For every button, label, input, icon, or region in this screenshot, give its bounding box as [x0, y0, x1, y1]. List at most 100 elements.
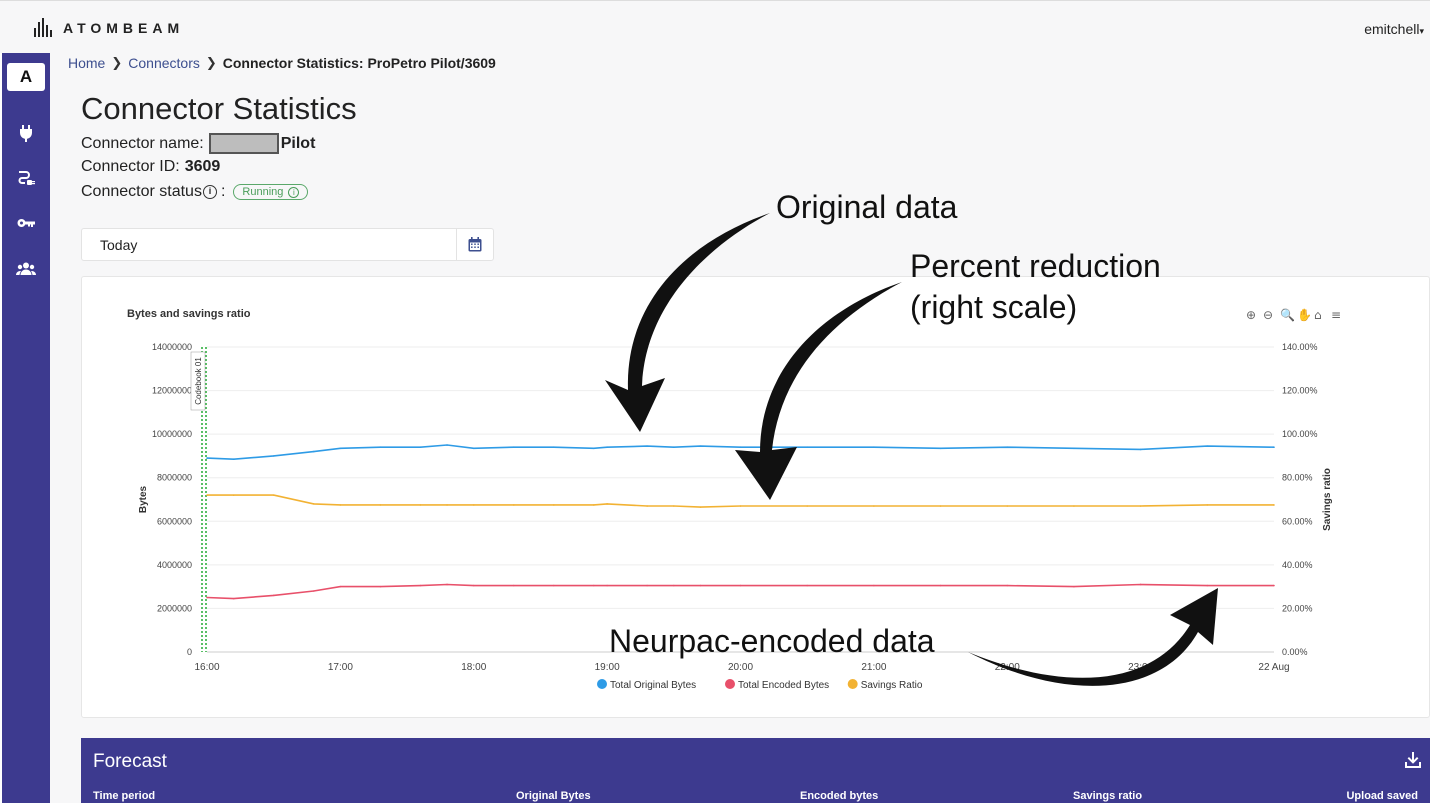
series-point [1139, 505, 1142, 507]
series-point [272, 494, 275, 496]
series-point [939, 584, 942, 587]
legend-label[interactable]: Total Encoded Bytes [738, 680, 829, 691]
zoom-in-icon[interactable]: ⊕ [1246, 308, 1256, 322]
user-menu[interactable]: emitchell▾ [1364, 21, 1424, 37]
callout-right-scale: (right scale) [910, 289, 1078, 325]
users-icon [16, 262, 36, 275]
forecast-col-encoded-bytes: Encoded bytes [800, 790, 879, 802]
y2-tick-label: 60.00% [1282, 516, 1313, 526]
pan-hand-icon[interactable]: ✋ [1297, 308, 1312, 322]
y-tick-label: 8000000 [157, 473, 192, 483]
x-tick-label: 21:00 [861, 662, 886, 673]
series-point [472, 447, 475, 450]
date-range-input[interactable] [82, 229, 457, 260]
series-point [552, 584, 555, 587]
x-tick-label: 16:00 [194, 662, 219, 673]
series-point [646, 505, 648, 507]
series-point [446, 583, 448, 586]
y2-tick-label: 100.00% [1282, 429, 1318, 439]
y2-tick-label: 40.00% [1282, 560, 1313, 570]
calendar-icon [468, 237, 482, 252]
series-point [606, 503, 608, 505]
series-point [673, 584, 675, 587]
series-point [1273, 504, 1275, 506]
menu-icon[interactable]: ≡ [1331, 308, 1341, 322]
series-point [1073, 447, 1075, 450]
series-point [312, 503, 315, 505]
breadcrumb-home[interactable]: Home [68, 55, 106, 71]
series-point [699, 584, 702, 587]
legend-marker [725, 679, 735, 689]
series-point [739, 505, 742, 507]
legend-label[interactable]: Savings Ratio [861, 680, 923, 691]
series-point [512, 504, 515, 506]
series-point [1139, 448, 1142, 451]
series-point [232, 597, 235, 600]
legend-marker [597, 679, 607, 689]
sidebar-brand[interactable]: A [7, 63, 45, 91]
series-point [446, 444, 448, 446]
status-badge: Running i [233, 184, 309, 200]
series-point [312, 450, 315, 453]
series-point [673, 505, 675, 507]
series-point [1073, 585, 1075, 588]
home-icon[interactable]: ⌂ [1314, 308, 1322, 322]
series-point [1006, 446, 1009, 449]
codebook-annotation: Codebook 01 [194, 357, 203, 405]
y2-tick-label: 140.00% [1282, 342, 1318, 352]
series-point [419, 584, 422, 587]
series-point [1273, 446, 1275, 449]
series-point [339, 447, 342, 450]
user-name: emitchell [1364, 21, 1420, 37]
series-point [592, 447, 595, 450]
x-tick-label: 22:00 [995, 662, 1020, 673]
breadcrumb: Home ❯ Connectors ❯ Connector Statistics… [68, 55, 496, 71]
info-icon[interactable]: i [288, 186, 300, 198]
sidebar-item-connectors[interactable] [14, 121, 38, 145]
main-content: Home ❯ Connectors ❯ Connector Statistics… [50, 53, 1430, 803]
breadcrumb-current: Connector Statistics: ProPetro Pilot/360… [222, 55, 496, 71]
y-tick-label: 6000000 [157, 516, 192, 526]
chart-title: Bytes and savings ratio [127, 308, 251, 320]
series-point [739, 584, 742, 587]
forecast-title: Forecast [93, 751, 167, 772]
breadcrumb-connectors[interactable]: Connectors [128, 55, 200, 71]
legend-label[interactable]: Total Original Bytes [610, 680, 696, 691]
sidebar-item-users[interactable] [14, 257, 38, 281]
series-point [272, 594, 275, 597]
sidebar: A [2, 53, 50, 803]
series-point [673, 446, 675, 449]
series-point [232, 458, 235, 460]
forecast-col-original-bytes: Original Bytes [516, 790, 591, 802]
magnify-icon[interactable]: 🔍 [1280, 307, 1295, 322]
series-point [1139, 583, 1142, 586]
x-tick-label: 23:00 [1128, 662, 1153, 673]
caret-down-icon: ▾ [1419, 26, 1424, 36]
series-point [646, 445, 648, 447]
download-icon[interactable] [1404, 751, 1422, 769]
y-tick-label: 14000000 [152, 342, 192, 352]
page-title: Connector Statistics [81, 91, 357, 126]
series-point [699, 445, 702, 447]
series-point [939, 505, 942, 507]
sidebar-item-keys[interactable] [14, 211, 38, 235]
atombeam-logo[interactable]: ATOMBEAM [33, 17, 184, 39]
connector-icon [18, 171, 35, 185]
series-point [472, 504, 475, 506]
zoom-out-icon[interactable]: ⊖ [1263, 308, 1273, 322]
series-point [646, 584, 648, 587]
info-icon[interactable]: i [202, 185, 217, 199]
series-point [699, 506, 702, 508]
sidebar-item-connections[interactable] [14, 166, 38, 190]
x-tick-label: 19:00 [595, 662, 620, 673]
status-colon: : [220, 183, 226, 200]
series-point [272, 455, 275, 457]
chevron-right-icon: ❯ [205, 55, 217, 70]
connector-name-row: Connector name: Pilot [81, 133, 315, 154]
calendar-button[interactable] [456, 229, 493, 260]
redacted-block [208, 133, 279, 154]
series-point [606, 584, 608, 587]
bars-logo-icon [34, 18, 52, 37]
series-point [1006, 505, 1009, 507]
codebook-label-box [190, 351, 206, 411]
